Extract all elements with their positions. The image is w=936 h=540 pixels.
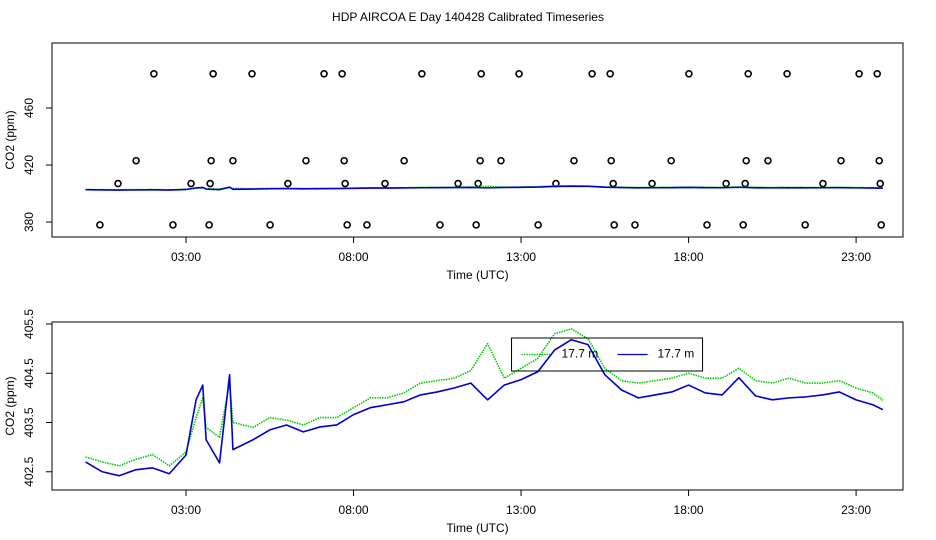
scatter-point	[837, 156, 845, 165]
x-tick-label: 03:00	[171, 503, 201, 517]
plot-frame	[51, 42, 904, 238]
scatter-point	[606, 69, 614, 78]
x-tick-label: 13:00	[506, 250, 536, 264]
line-series	[85, 185, 883, 191]
scatter-point	[703, 221, 711, 229]
scatter-point	[205, 221, 213, 229]
scatter-point	[338, 69, 346, 78]
scatter-point	[150, 69, 158, 78]
scatter-point	[631, 221, 639, 229]
scatter-point	[209, 69, 217, 78]
scatter-point	[742, 156, 751, 165]
scatter-point	[114, 179, 122, 188]
chart-title: HDP AIRCOA E Day 140428 Calibrated Times…	[332, 10, 604, 24]
scatter-point	[876, 179, 885, 188]
x-tick-label: 23:00	[841, 250, 871, 264]
y-tick-label: 380	[22, 212, 36, 232]
legend-box	[511, 337, 704, 372]
scatter-point	[472, 221, 480, 229]
scatter-point	[607, 156, 615, 165]
scatter-point	[340, 156, 348, 165]
y-tick-label: 402.5	[22, 456, 36, 486]
y-tick-label: 460	[22, 98, 36, 118]
scatter-point	[570, 156, 578, 165]
scatter-point	[169, 221, 177, 229]
x-tick-label: 18:00	[674, 503, 704, 517]
plot-frame	[51, 321, 904, 491]
scatter-point	[418, 69, 426, 78]
y-axis-label: CO2 (ppm)	[3, 110, 17, 169]
scatter-point	[341, 179, 349, 188]
scatter-point	[320, 69, 328, 78]
scatter-point	[877, 221, 886, 229]
x-tick-label: 08:00	[339, 503, 369, 517]
line-series	[85, 338, 884, 477]
scatter-point	[206, 179, 214, 188]
scatter-point	[436, 221, 444, 229]
x-tick-label: 08:00	[339, 250, 369, 264]
legend-label: 17.7 m	[562, 347, 599, 361]
scatter-point	[588, 69, 596, 78]
scatter-point	[187, 179, 195, 188]
scatter-point	[248, 69, 256, 78]
x-tick-label: 23:00	[841, 503, 871, 517]
scatter-point	[477, 69, 485, 78]
scatter-point	[381, 179, 389, 188]
y-tick-label: 420	[22, 155, 36, 175]
scatter-point	[744, 69, 753, 78]
scatter-point	[132, 156, 140, 165]
scatter-point	[363, 221, 371, 229]
scatter-point	[610, 221, 618, 229]
scatter-point	[515, 69, 523, 78]
scatter-point	[497, 156, 505, 165]
scatter-point	[667, 156, 675, 165]
scatter-point	[855, 69, 863, 78]
x-tick-label: 13:00	[506, 503, 536, 517]
scatter-point	[476, 156, 484, 165]
scatter-point	[266, 221, 274, 229]
scatter-point	[873, 69, 882, 78]
scatter-point	[801, 221, 809, 229]
scatter-point	[302, 156, 310, 165]
scatter-point	[96, 221, 104, 229]
scatter-point	[685, 69, 693, 78]
x-tick-label: 18:00	[674, 250, 704, 264]
x-axis-label: Time (UTC)	[446, 268, 508, 282]
x-axis-label: Time (UTC)	[446, 521, 508, 535]
scatter-point	[284, 179, 292, 188]
legend-label: 17.7 m	[658, 347, 695, 361]
scatter-point	[343, 221, 351, 229]
y-tick-label: 405.5	[22, 309, 36, 339]
scatter-point	[739, 221, 747, 229]
scatter-point	[875, 156, 884, 165]
scatter-point	[819, 179, 827, 188]
scatter-point	[534, 221, 542, 229]
x-tick-label: 03:00	[171, 250, 201, 264]
y-tick-label: 403.5	[22, 407, 36, 437]
scatter-point	[400, 156, 408, 165]
scatter-point	[764, 156, 772, 165]
scatter-point	[229, 156, 237, 165]
y-axis-label: CO2 (ppm)	[3, 376, 17, 435]
y-tick-label: 404.5	[22, 358, 36, 388]
scatter-point	[648, 179, 656, 188]
scatter-point	[783, 69, 791, 78]
scatter-point	[207, 156, 215, 165]
